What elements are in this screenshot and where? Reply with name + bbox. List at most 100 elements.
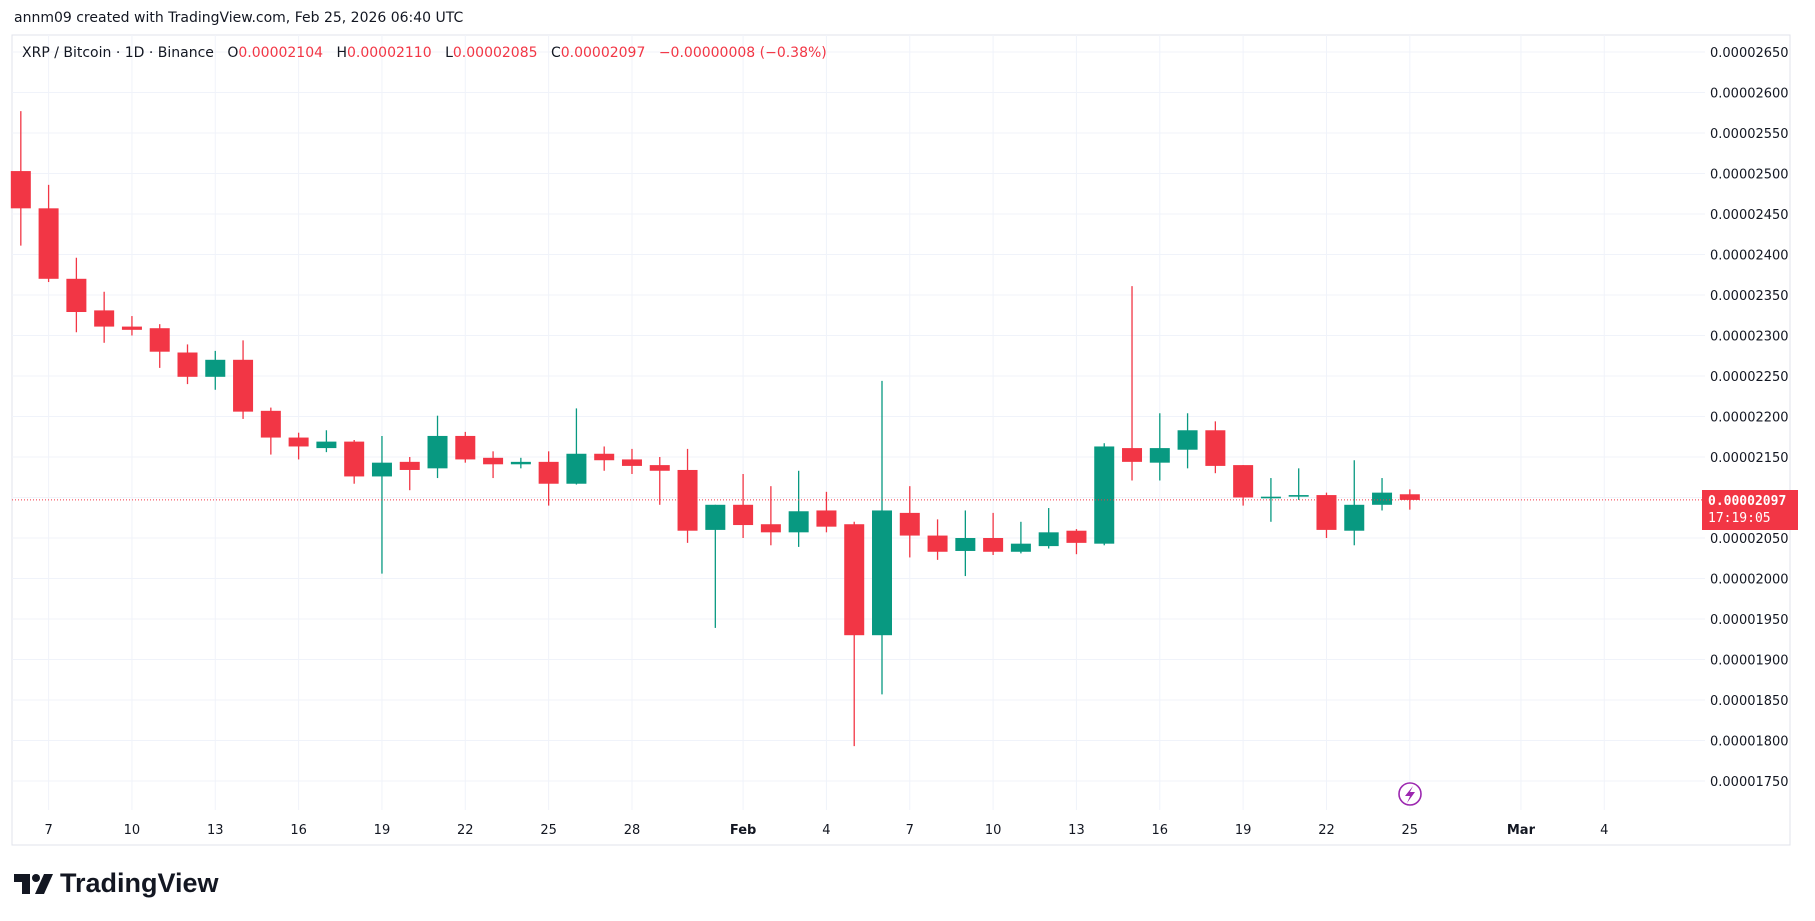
candle-down [260, 407, 281, 455]
close-value: 0.00002097 [560, 45, 646, 61]
x-tick-label: 4 [1600, 823, 1608, 838]
x-tick-label: Mar [1507, 823, 1536, 838]
candle-body [1149, 448, 1170, 463]
lightning-bolt [1405, 786, 1415, 803]
candle-body [149, 328, 170, 352]
x-tick-label: 10 [985, 823, 1002, 838]
chart-credit: annm09 created with TradingView.com, Feb… [14, 10, 464, 26]
candle-up [955, 510, 976, 577]
y-tick-label: 0.00002000 [1710, 573, 1789, 588]
candle-down [733, 474, 754, 538]
x-tick-label: 22 [457, 823, 474, 838]
candle-down [483, 451, 504, 479]
candle-body [1122, 448, 1143, 462]
candle-up [371, 435, 392, 574]
low-label: L [445, 45, 453, 61]
candle-up [566, 408, 587, 485]
chart-frame [11, 34, 1791, 846]
candle-body [10, 171, 31, 209]
candle-down [1399, 489, 1420, 510]
candle-body [899, 512, 920, 536]
candle-body [427, 435, 448, 469]
candle-up [1288, 468, 1309, 500]
candle-up [316, 430, 337, 453]
x-tick-label: 7 [44, 823, 52, 838]
tradingview-logo[interactable]: TradingView [14, 868, 219, 899]
candle-body [1205, 430, 1226, 466]
candle-body [177, 352, 198, 377]
lightning-icon [1398, 782, 1422, 806]
y-tick-label: 0.00001900 [1710, 654, 1789, 669]
logo-text: TradingView [60, 868, 219, 898]
candle-body [705, 504, 726, 530]
candle-body [121, 326, 142, 330]
y-tick-label: 0.00001750 [1710, 775, 1789, 790]
candle-body [510, 461, 531, 465]
y-tick-label: 0.00002450 [1710, 208, 1789, 223]
candle-down [344, 439, 365, 484]
candle-up [788, 470, 809, 547]
open-value: 0.00002104 [238, 45, 324, 61]
candle-down [816, 491, 837, 533]
candle-up [1010, 521, 1031, 554]
candle-up [1372, 478, 1393, 511]
candle-down [760, 486, 781, 546]
candle-body [1094, 446, 1115, 544]
candle-body [1344, 504, 1365, 531]
candle-down [1205, 421, 1226, 474]
candle-down [1233, 465, 1254, 506]
candle-up [1260, 478, 1281, 522]
candle-body [816, 510, 837, 527]
y-tick-label: 0.00002200 [1710, 411, 1789, 426]
candle-down [538, 451, 559, 506]
x-tick-label: 25 [540, 823, 557, 838]
candle-body [66, 278, 87, 313]
candle-down [621, 448, 642, 475]
close-label: C [550, 45, 561, 61]
y-tick-label: 0.00002150 [1710, 451, 1789, 466]
candle-down [594, 446, 615, 471]
candle-down [1122, 286, 1143, 481]
candle-up [1094, 443, 1115, 546]
symbol-title[interactable]: XRP / Bitcoin · 1D · Binance [22, 45, 214, 61]
y-tick-label: 0.00001800 [1710, 735, 1789, 750]
candle-down [649, 457, 670, 505]
low-value: 0.00002085 [452, 45, 538, 61]
candle-body [927, 535, 948, 552]
candle-body [760, 524, 781, 533]
x-tick-label: 28 [624, 823, 641, 838]
candle-body [649, 465, 670, 471]
candle-body [233, 359, 254, 412]
ohlc-legend: XRP / Bitcoin · 1D · Binance O0.00002104… [22, 45, 827, 61]
x-tick-label: 4 [822, 823, 830, 838]
candle-body [1233, 465, 1254, 498]
candle-down [677, 448, 698, 543]
candle-down [455, 431, 476, 463]
candle-down [38, 184, 59, 283]
candle-body [1038, 532, 1059, 547]
x-tick-label: 10 [124, 823, 141, 838]
candle-body [1316, 495, 1337, 530]
candle-up [427, 415, 448, 479]
change-value: −0.00000008 (−0.38%) [658, 45, 827, 61]
x-tick-label: 16 [290, 823, 307, 838]
candle-down [288, 432, 309, 460]
candle-body [872, 510, 892, 636]
candle-body [38, 208, 59, 279]
candle-down [927, 519, 948, 560]
x-tick-label: 7 [906, 823, 914, 838]
candle-body [205, 359, 226, 377]
candle-body [455, 435, 476, 460]
tradingview-logo-icon [14, 873, 53, 894]
candle-down [94, 291, 115, 343]
candle-body [1399, 494, 1420, 500]
y-tick-label: 0.00002600 [1710, 87, 1789, 102]
candle-body [371, 462, 392, 477]
candle-body [1288, 495, 1309, 497]
candle-body [399, 461, 420, 470]
candle-up [1344, 460, 1365, 546]
open-label: O [227, 45, 239, 61]
candle-body [955, 538, 976, 551]
candle-down [121, 316, 142, 336]
